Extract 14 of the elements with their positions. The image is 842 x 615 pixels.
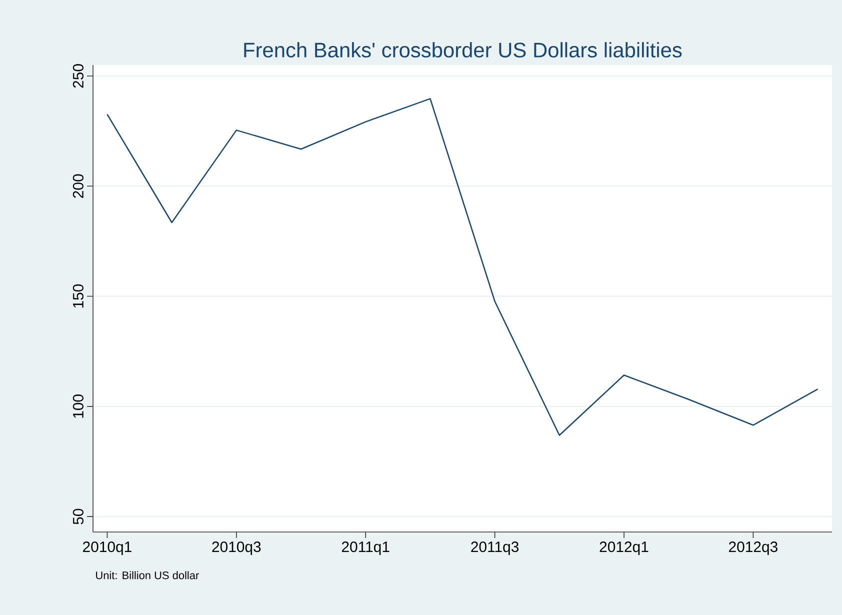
x-tick-label: 2010q1 bbox=[83, 542, 132, 556]
x-tick-label: 2011q3 bbox=[471, 542, 519, 556]
chart-title: French Banks' crossborder US Dollars liabilities bbox=[244, 42, 682, 58]
text: Unit: Billion US dollar bbox=[96, 571, 199, 580]
y-tick-label: 250 bbox=[72, 64, 84, 88]
x-tick-label: 2012q3 bbox=[729, 542, 778, 556]
y-tick-label: 50 bbox=[72, 508, 84, 524]
x-tick-label: 2012q1 bbox=[600, 542, 648, 556]
y-tick-label: 200 bbox=[72, 174, 84, 198]
x-tick-label: 2010q3 bbox=[212, 542, 261, 556]
y-tick-label: 100 bbox=[72, 394, 84, 418]
line-series bbox=[106, 98, 818, 436]
x-tick-label: 2011q1 bbox=[342, 542, 390, 556]
y-tick-label: 150 bbox=[72, 284, 84, 308]
